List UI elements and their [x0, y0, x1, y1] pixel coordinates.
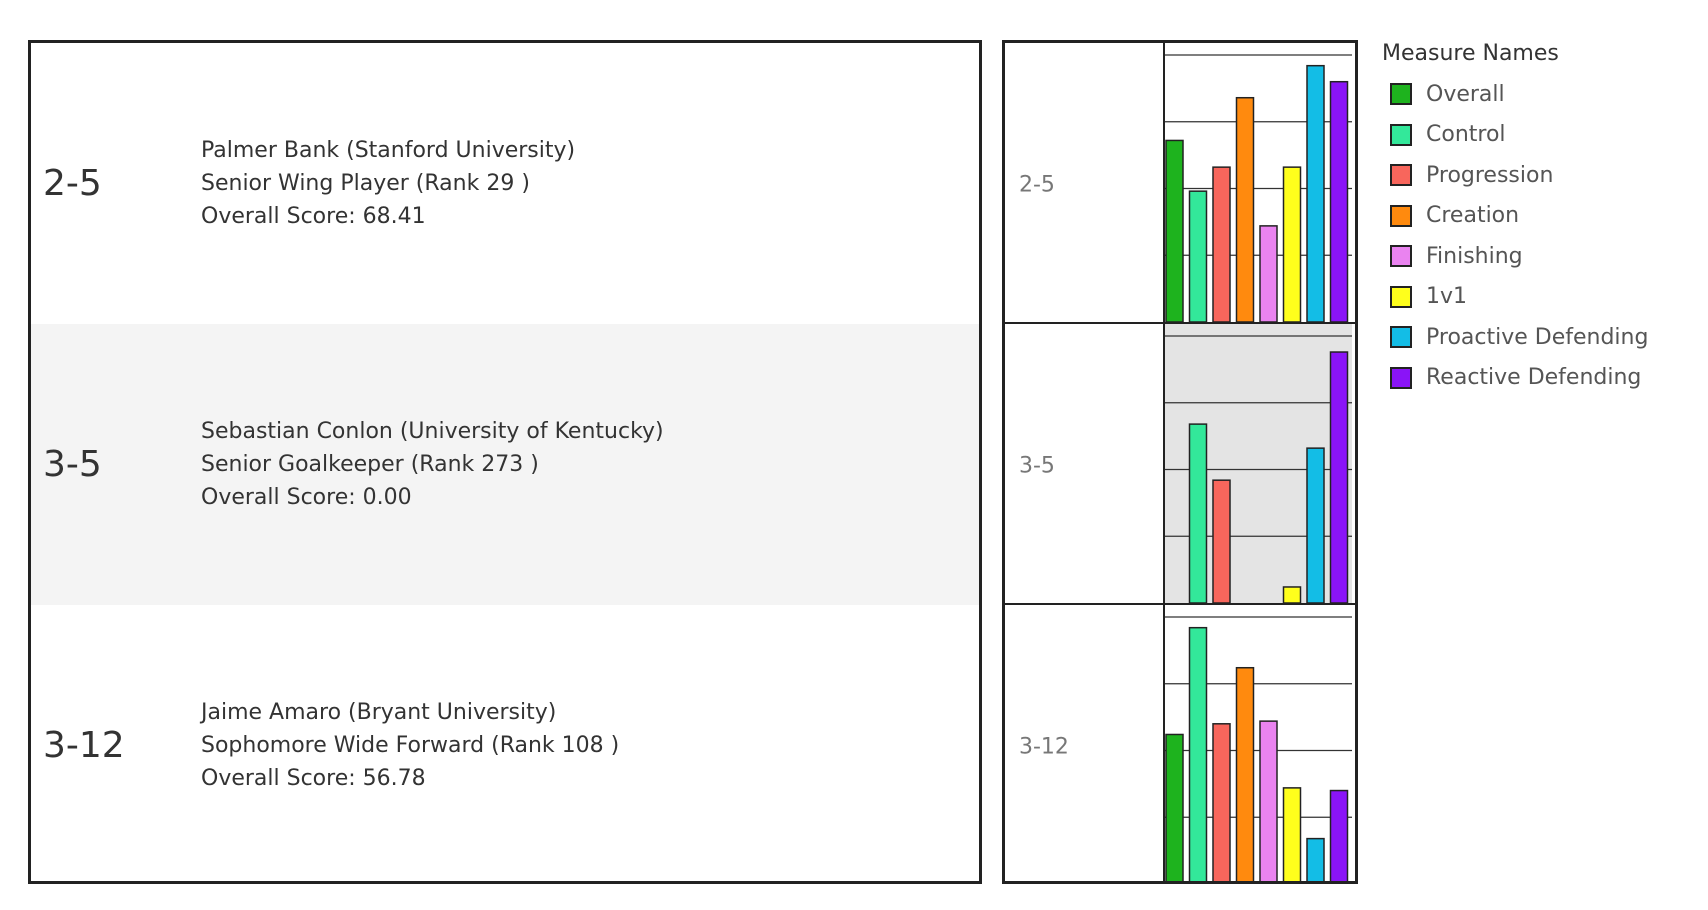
bar-reactive-defending[interactable]	[1329, 351, 1349, 604]
bar-1v1[interactable]	[1282, 586, 1302, 604]
bar-control[interactable]	[1188, 626, 1208, 881]
player-position: Senior Goalkeeper (Rank 273 )	[201, 452, 539, 477]
legend-item-1v1[interactable]: 1v1	[1382, 277, 1702, 318]
bar-reactive-defending[interactable]	[1329, 80, 1349, 323]
bar-chart: 2-5 3-5 3-12	[1005, 43, 1355, 881]
legend-label: Creation	[1426, 203, 1520, 229]
legend-swatch	[1390, 123, 1412, 146]
player-score: Overall Score: 0.00	[201, 485, 412, 510]
legend-label: Reactive Defending	[1426, 365, 1642, 391]
legend-swatch	[1390, 326, 1412, 349]
bar-proactive-defending[interactable]	[1306, 837, 1325, 881]
bar-control[interactable]	[1188, 423, 1208, 604]
bar-proactive-defending[interactable]	[1306, 447, 1325, 604]
bar-overall[interactable]	[1165, 733, 1184, 881]
player-code: 2-5	[43, 163, 102, 204]
legend-title: Measure Names	[1382, 41, 1559, 66]
bar-finishing[interactable]	[1259, 225, 1278, 323]
legend-label: Control	[1426, 122, 1506, 148]
player-score: Overall Score: 68.41	[201, 204, 426, 229]
player-code: 3-12	[43, 725, 125, 766]
chart-panel-3-12: 3-12	[1019, 605, 1352, 881]
bar-1v1[interactable]	[1282, 166, 1302, 323]
player-row: 3-12 Jaime Amaro (Bryant University) Sop…	[31, 605, 979, 886]
legend-label: Overall	[1426, 81, 1505, 107]
player-info: Jaime Amaro (Bryant University) Sophomor…	[201, 605, 619, 886]
chart-row-label: 2-5	[1019, 173, 1055, 198]
bar-proactive-defending[interactable]	[1306, 64, 1325, 323]
legend-item-finishing[interactable]: Finishing	[1382, 236, 1702, 277]
legend-item-progression[interactable]: Progression	[1382, 155, 1702, 196]
legend-swatch	[1390, 366, 1412, 389]
player-row: 3-5 Sebastian Conlon (University of Kent…	[31, 324, 979, 605]
legend-label: Proactive Defending	[1426, 324, 1649, 350]
player-name: Sebastian Conlon (University of Kentucky…	[201, 419, 664, 444]
chart-panel-2-5: 2-5	[1005, 43, 1355, 324]
player-info-table: 2-5 Palmer Bank (Stanford University) Se…	[28, 40, 982, 884]
player-score: Overall Score: 56.78	[201, 766, 426, 791]
legend-swatch	[1390, 245, 1412, 268]
legend-item-overall[interactable]: Overall	[1382, 74, 1702, 115]
bar-progression[interactable]	[1212, 723, 1231, 881]
legend-item-reactive-defending[interactable]: Reactive Defending	[1382, 358, 1702, 399]
chart-panel: 2-5 3-5 3-12	[1002, 40, 1358, 884]
chart-row-label: 3-5	[1019, 454, 1055, 479]
player-code: 3-5	[43, 444, 102, 485]
legend-swatch	[1390, 83, 1412, 106]
legend: Measure Names Overall Control Progressio…	[1382, 38, 1702, 398]
player-name: Palmer Bank (Stanford University)	[201, 138, 576, 163]
legend-swatch	[1390, 164, 1412, 187]
bar-creation[interactable]	[1235, 666, 1255, 881]
bar-control[interactable]	[1188, 190, 1208, 323]
player-info: Sebastian Conlon (University of Kentucky…	[201, 324, 664, 605]
legend-label: 1v1	[1426, 284, 1468, 310]
player-position: Senior Wing Player (Rank 29 )	[201, 171, 530, 196]
bar-overall[interactable]	[1165, 139, 1184, 323]
bar-finishing[interactable]	[1259, 720, 1278, 881]
bar-reactive-defending[interactable]	[1329, 789, 1349, 881]
bar-creation[interactable]	[1235, 96, 1255, 323]
bar-progression[interactable]	[1212, 479, 1231, 604]
legend-item-control[interactable]: Control	[1382, 115, 1702, 156]
player-info: Palmer Bank (Stanford University) Senior…	[201, 43, 575, 324]
legend-item-proactive-defending[interactable]: Proactive Defending	[1382, 317, 1702, 358]
bar-progression[interactable]	[1212, 166, 1231, 323]
legend-swatch	[1390, 285, 1412, 308]
legend-label: Finishing	[1426, 243, 1523, 269]
legend-item-creation[interactable]: Creation	[1382, 196, 1702, 237]
legend-swatch	[1390, 204, 1412, 227]
player-row: 2-5 Palmer Bank (Stanford University) Se…	[31, 43, 979, 324]
chart-row-label: 3-12	[1019, 735, 1069, 760]
bar-1v1[interactable]	[1282, 787, 1302, 881]
chart-panel-3-5: 3-5	[1005, 324, 1355, 605]
player-position: Sophomore Wide Forward (Rank 108 )	[201, 733, 620, 758]
player-name: Jaime Amaro (Bryant University)	[201, 700, 557, 725]
legend-label: Progression	[1426, 162, 1554, 188]
